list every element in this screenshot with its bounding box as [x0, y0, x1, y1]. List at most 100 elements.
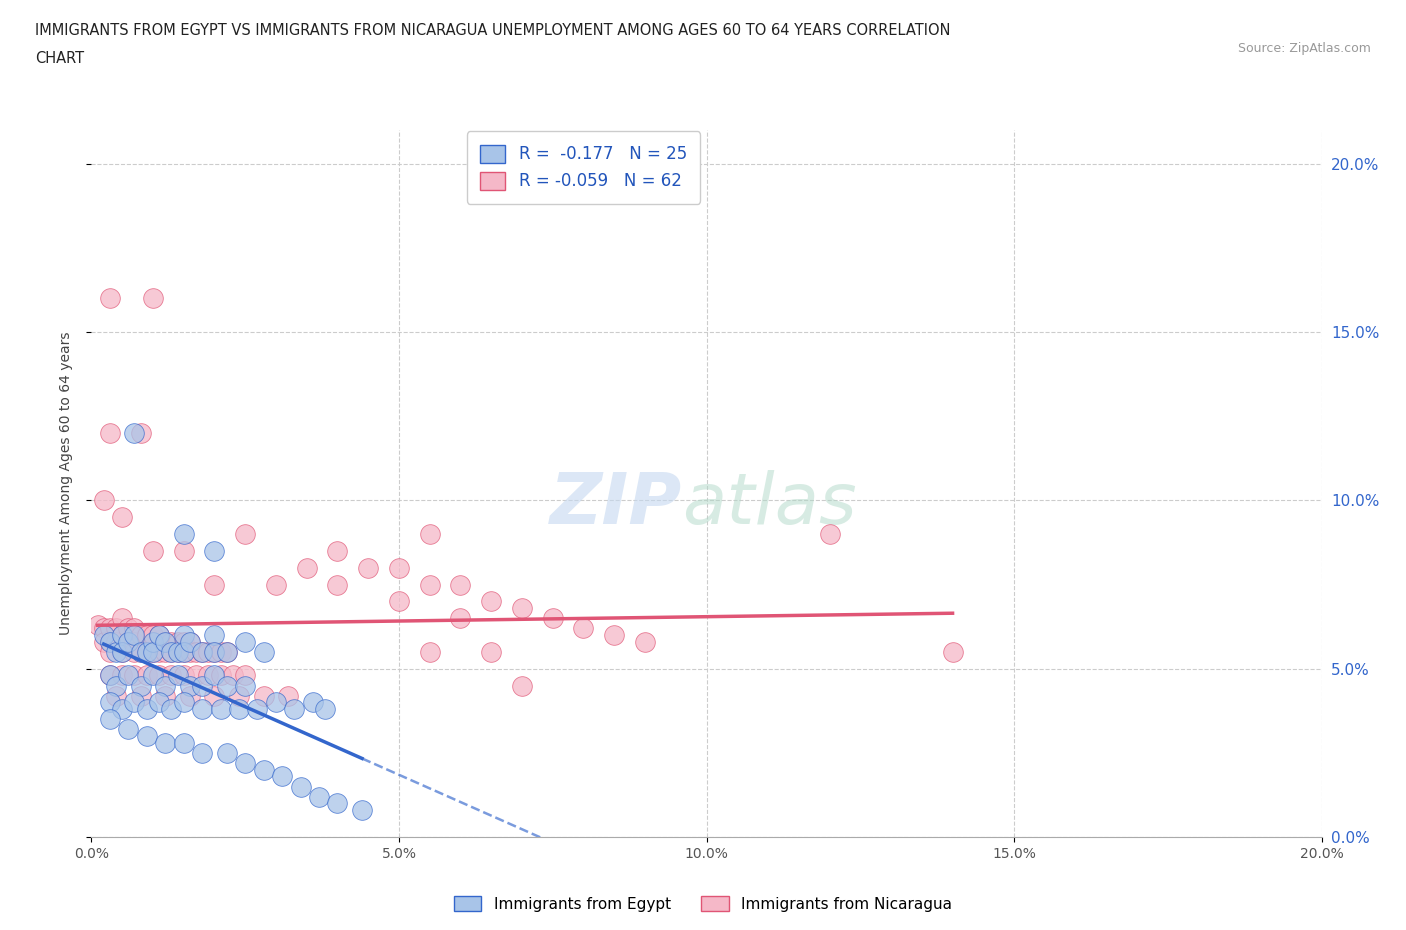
Point	[111, 611, 134, 626]
Point	[117, 722, 139, 737]
Point	[449, 578, 471, 592]
Point	[191, 678, 214, 693]
Point	[215, 746, 238, 761]
Point	[246, 701, 269, 716]
Point	[191, 746, 214, 761]
Text: IMMIGRANTS FROM EGYPT VS IMMIGRANTS FROM NICARAGUA UNEMPLOYMENT AMONG AGES 60 TO: IMMIGRANTS FROM EGYPT VS IMMIGRANTS FROM…	[35, 23, 950, 38]
Point	[419, 578, 441, 592]
Point	[173, 644, 195, 659]
Point	[160, 634, 183, 649]
Point	[166, 668, 188, 683]
Point	[129, 678, 152, 693]
Point	[202, 644, 225, 659]
Point	[86, 618, 108, 632]
Point	[142, 628, 165, 643]
Point	[153, 634, 177, 649]
Point	[253, 688, 276, 703]
Point	[173, 736, 195, 751]
Point	[541, 611, 564, 626]
Point	[153, 678, 177, 693]
Point	[179, 634, 201, 649]
Point	[253, 763, 276, 777]
Point	[124, 621, 146, 636]
Point	[98, 644, 121, 659]
Point	[202, 543, 225, 558]
Point	[148, 695, 170, 710]
Point	[135, 644, 157, 659]
Point	[603, 628, 626, 643]
Point	[510, 601, 533, 616]
Point	[301, 695, 323, 710]
Point	[326, 796, 349, 811]
Point	[124, 628, 146, 643]
Point	[105, 634, 127, 649]
Point	[93, 634, 115, 649]
Point	[308, 790, 330, 804]
Point	[148, 628, 170, 643]
Point	[173, 644, 195, 659]
Point	[135, 628, 157, 643]
Legend: Immigrants from Egypt, Immigrants from Nicaragua: Immigrants from Egypt, Immigrants from N…	[449, 889, 957, 918]
Point	[98, 621, 121, 636]
Point	[222, 668, 245, 683]
Point	[202, 668, 225, 683]
Point	[233, 678, 256, 693]
Point	[634, 634, 657, 649]
Point	[142, 644, 165, 659]
Point	[191, 644, 214, 659]
Point	[111, 668, 134, 683]
Point	[166, 644, 188, 659]
Point	[202, 578, 225, 592]
Point	[179, 678, 201, 693]
Point	[129, 688, 152, 703]
Point	[350, 803, 373, 817]
Point	[233, 526, 256, 541]
Point	[148, 644, 170, 659]
Point	[111, 628, 134, 643]
Point	[98, 668, 121, 683]
Text: Source: ZipAtlas.com: Source: ZipAtlas.com	[1237, 42, 1371, 55]
Point	[117, 621, 139, 636]
Point	[105, 621, 127, 636]
Point	[419, 644, 441, 659]
Point	[124, 668, 146, 683]
Point	[111, 644, 134, 659]
Text: atlas: atlas	[682, 471, 856, 539]
Text: CHART: CHART	[35, 51, 84, 66]
Point	[277, 688, 299, 703]
Point	[105, 688, 127, 703]
Y-axis label: Unemployment Among Ages 60 to 64 years: Unemployment Among Ages 60 to 64 years	[59, 332, 73, 635]
Point	[160, 644, 183, 659]
Point	[572, 621, 595, 636]
Point	[166, 634, 188, 649]
Point	[98, 634, 121, 649]
Point	[98, 668, 121, 683]
Point	[326, 543, 349, 558]
Point	[202, 688, 225, 703]
Point	[124, 634, 146, 649]
Point	[191, 701, 214, 716]
Point	[184, 644, 207, 659]
Point	[197, 668, 219, 683]
Point	[314, 701, 336, 716]
Point	[153, 644, 177, 659]
Point	[117, 634, 139, 649]
Point	[142, 543, 165, 558]
Point	[111, 510, 134, 525]
Point	[264, 695, 287, 710]
Point	[111, 628, 134, 643]
Point	[129, 628, 152, 643]
Point	[173, 628, 195, 643]
Point	[135, 728, 157, 743]
Point	[228, 688, 250, 703]
Point	[419, 526, 441, 541]
Point	[93, 628, 115, 643]
Point	[191, 644, 214, 659]
Point	[142, 634, 165, 649]
Point	[209, 644, 232, 659]
Point	[510, 678, 533, 693]
Point	[449, 611, 471, 626]
Point	[233, 668, 256, 683]
Point	[153, 688, 177, 703]
Point	[209, 668, 232, 683]
